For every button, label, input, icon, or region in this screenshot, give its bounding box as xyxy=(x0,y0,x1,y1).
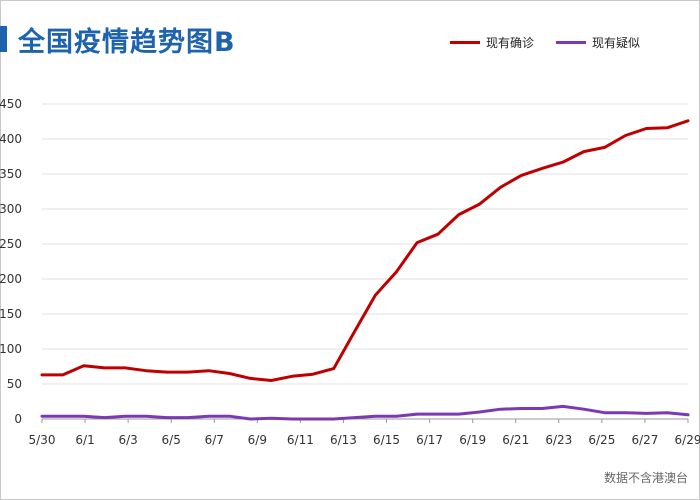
x-tick-label: 6/25 xyxy=(588,433,615,447)
y-tick-label: 0 xyxy=(14,412,22,426)
legend-item-suspected: 现有疑似 xyxy=(555,34,640,51)
x-tick-label: 6/17 xyxy=(416,433,443,447)
x-tick-label: 6/5 xyxy=(162,433,181,447)
series-line-confirmed xyxy=(40,119,690,382)
y-tick-label: 50 xyxy=(7,377,22,391)
legend-label-suspected: 现有疑似 xyxy=(591,36,640,50)
footnote: 数据不含港澳台 xyxy=(603,471,688,485)
legend-swatch-suspected xyxy=(555,41,586,44)
legend-label-confirmed: 现有确诊 xyxy=(485,36,534,50)
chart-title: 全国疫情趋势图B xyxy=(18,27,236,58)
x-tick-label: 6/23 xyxy=(545,433,572,447)
legend: 现有确诊 现有疑似 xyxy=(449,34,640,51)
y-tick-label: 300 xyxy=(0,202,22,216)
y-tick-label: 400 xyxy=(0,132,22,146)
x-tick-label: 6/1 xyxy=(75,433,94,447)
x-tick-label: 6/3 xyxy=(118,433,137,447)
y-tick-label: 450 xyxy=(0,97,22,111)
x-tick-label: 6/27 xyxy=(631,433,658,447)
title-accent-bar xyxy=(0,26,7,52)
y-tick-label: 200 xyxy=(0,272,22,286)
y-tick-label: 100 xyxy=(0,342,22,356)
y-tick-label: 250 xyxy=(0,237,22,251)
x-tick-label: 6/7 xyxy=(205,433,224,447)
x-tick-label: 6/13 xyxy=(330,433,357,447)
x-tick-label: 5/30 xyxy=(29,433,56,447)
x-tick-label: 6/9 xyxy=(248,433,267,447)
y-tick-label: 350 xyxy=(0,167,22,181)
x-tick-label: 6/19 xyxy=(459,433,486,447)
legend-item-confirmed: 现有确诊 xyxy=(449,34,534,51)
x-tick-label: 6/21 xyxy=(502,433,529,447)
legend-swatch-confirmed xyxy=(449,41,480,44)
y-tick-label: 150 xyxy=(0,307,22,321)
x-tick-label: 6/11 xyxy=(287,433,314,447)
x-tick-label: 6/15 xyxy=(373,433,400,447)
x-tick-label: 6/29 xyxy=(675,433,700,447)
series-line-suspected xyxy=(40,404,690,421)
